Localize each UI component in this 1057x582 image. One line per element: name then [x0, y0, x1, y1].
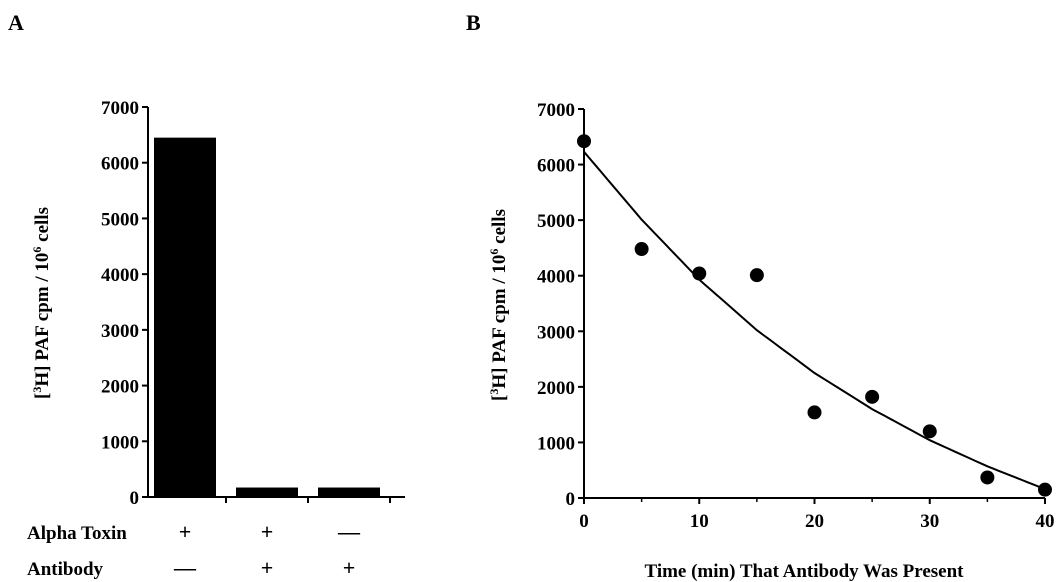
- y-tick-label-a: 2000: [101, 377, 139, 398]
- data-point-b: [922, 424, 937, 439]
- y-tick-label-a: 5000: [101, 209, 139, 230]
- y-tick-label-b: 2000: [537, 378, 575, 399]
- y-tick-label-b: 0: [566, 489, 576, 510]
- x-axis-label-b: Time (min) That Antibody Was Present: [644, 561, 964, 582]
- y-tick-label-b: 5000: [537, 211, 575, 232]
- bar-a: [236, 487, 298, 497]
- condition-label: Antibody: [27, 559, 104, 580]
- y-tick-label-b: 7000: [537, 100, 575, 121]
- fit-curve: [583, 151, 1046, 491]
- bar-a: [318, 487, 380, 497]
- data-point-b: [1038, 482, 1052, 497]
- y-axis-label-a: [3H] PAF cpm / 106 cells: [30, 207, 53, 399]
- x-tick-label-b: 30: [920, 511, 939, 532]
- data-point-b: [865, 389, 880, 404]
- x-tick-label-b: 20: [805, 511, 824, 532]
- data-point-b: [634, 242, 649, 257]
- condition-mark: —: [173, 555, 197, 580]
- y-tick-label-b: 4000: [537, 267, 575, 288]
- axes-a: 0 1000 2000 3000 4000 5000 6000 7000: [101, 98, 405, 509]
- condition-label: Alpha Toxin: [27, 523, 127, 544]
- data-point-b: [577, 134, 591, 149]
- condition-mark: +: [261, 519, 274, 544]
- panel-label-a: A: [8, 10, 24, 35]
- x-tick-label-b: 0: [579, 511, 589, 532]
- bar-a: [154, 137, 216, 497]
- y-tick-label-b: 1000: [537, 433, 575, 454]
- y-tick-label-a: 1000: [101, 432, 139, 453]
- condition-mark: —: [337, 519, 361, 544]
- x-tick-label-b: 10: [690, 511, 709, 532]
- y-tick-label-a: 7000: [101, 98, 139, 119]
- data-points-b: [577, 134, 1052, 497]
- panel-label-b: B: [466, 10, 481, 35]
- y-tick-label-a: 0: [130, 488, 140, 509]
- y-tick-label-a: 4000: [101, 265, 139, 286]
- condition-table-a: Alpha Toxin + + — Antibody — + +: [27, 519, 361, 580]
- data-point-b: [980, 470, 995, 485]
- bars-a: [154, 137, 380, 497]
- condition-mark: +: [343, 555, 356, 580]
- x-tick-label-b: 40: [1036, 511, 1055, 532]
- y-tick-label-a: 6000: [101, 154, 139, 175]
- y-tick-label-b: 3000: [537, 322, 575, 343]
- data-point-b: [807, 405, 822, 420]
- condition-mark: +: [179, 519, 192, 544]
- y-tick-label-b: 6000: [537, 156, 575, 177]
- axes-b: 0 1000 2000 3000 4000 5000 6000 7000 0 10 20 30 40: [537, 100, 1055, 532]
- panel-a: A [3H] PAF cpm / 106 cells 0 1000 2000 3000…: [8, 10, 405, 580]
- data-point-b: [749, 268, 764, 283]
- data-point-b: [692, 266, 707, 281]
- y-tick-label-a: 3000: [101, 321, 139, 342]
- y-axis-label-b: [3H] PAF cpm / 106 cells: [487, 209, 510, 401]
- panel-b: B [3H] PAF cpm / 106 cells 0100020003000…: [466, 10, 1055, 582]
- condition-mark: +: [261, 555, 274, 580]
